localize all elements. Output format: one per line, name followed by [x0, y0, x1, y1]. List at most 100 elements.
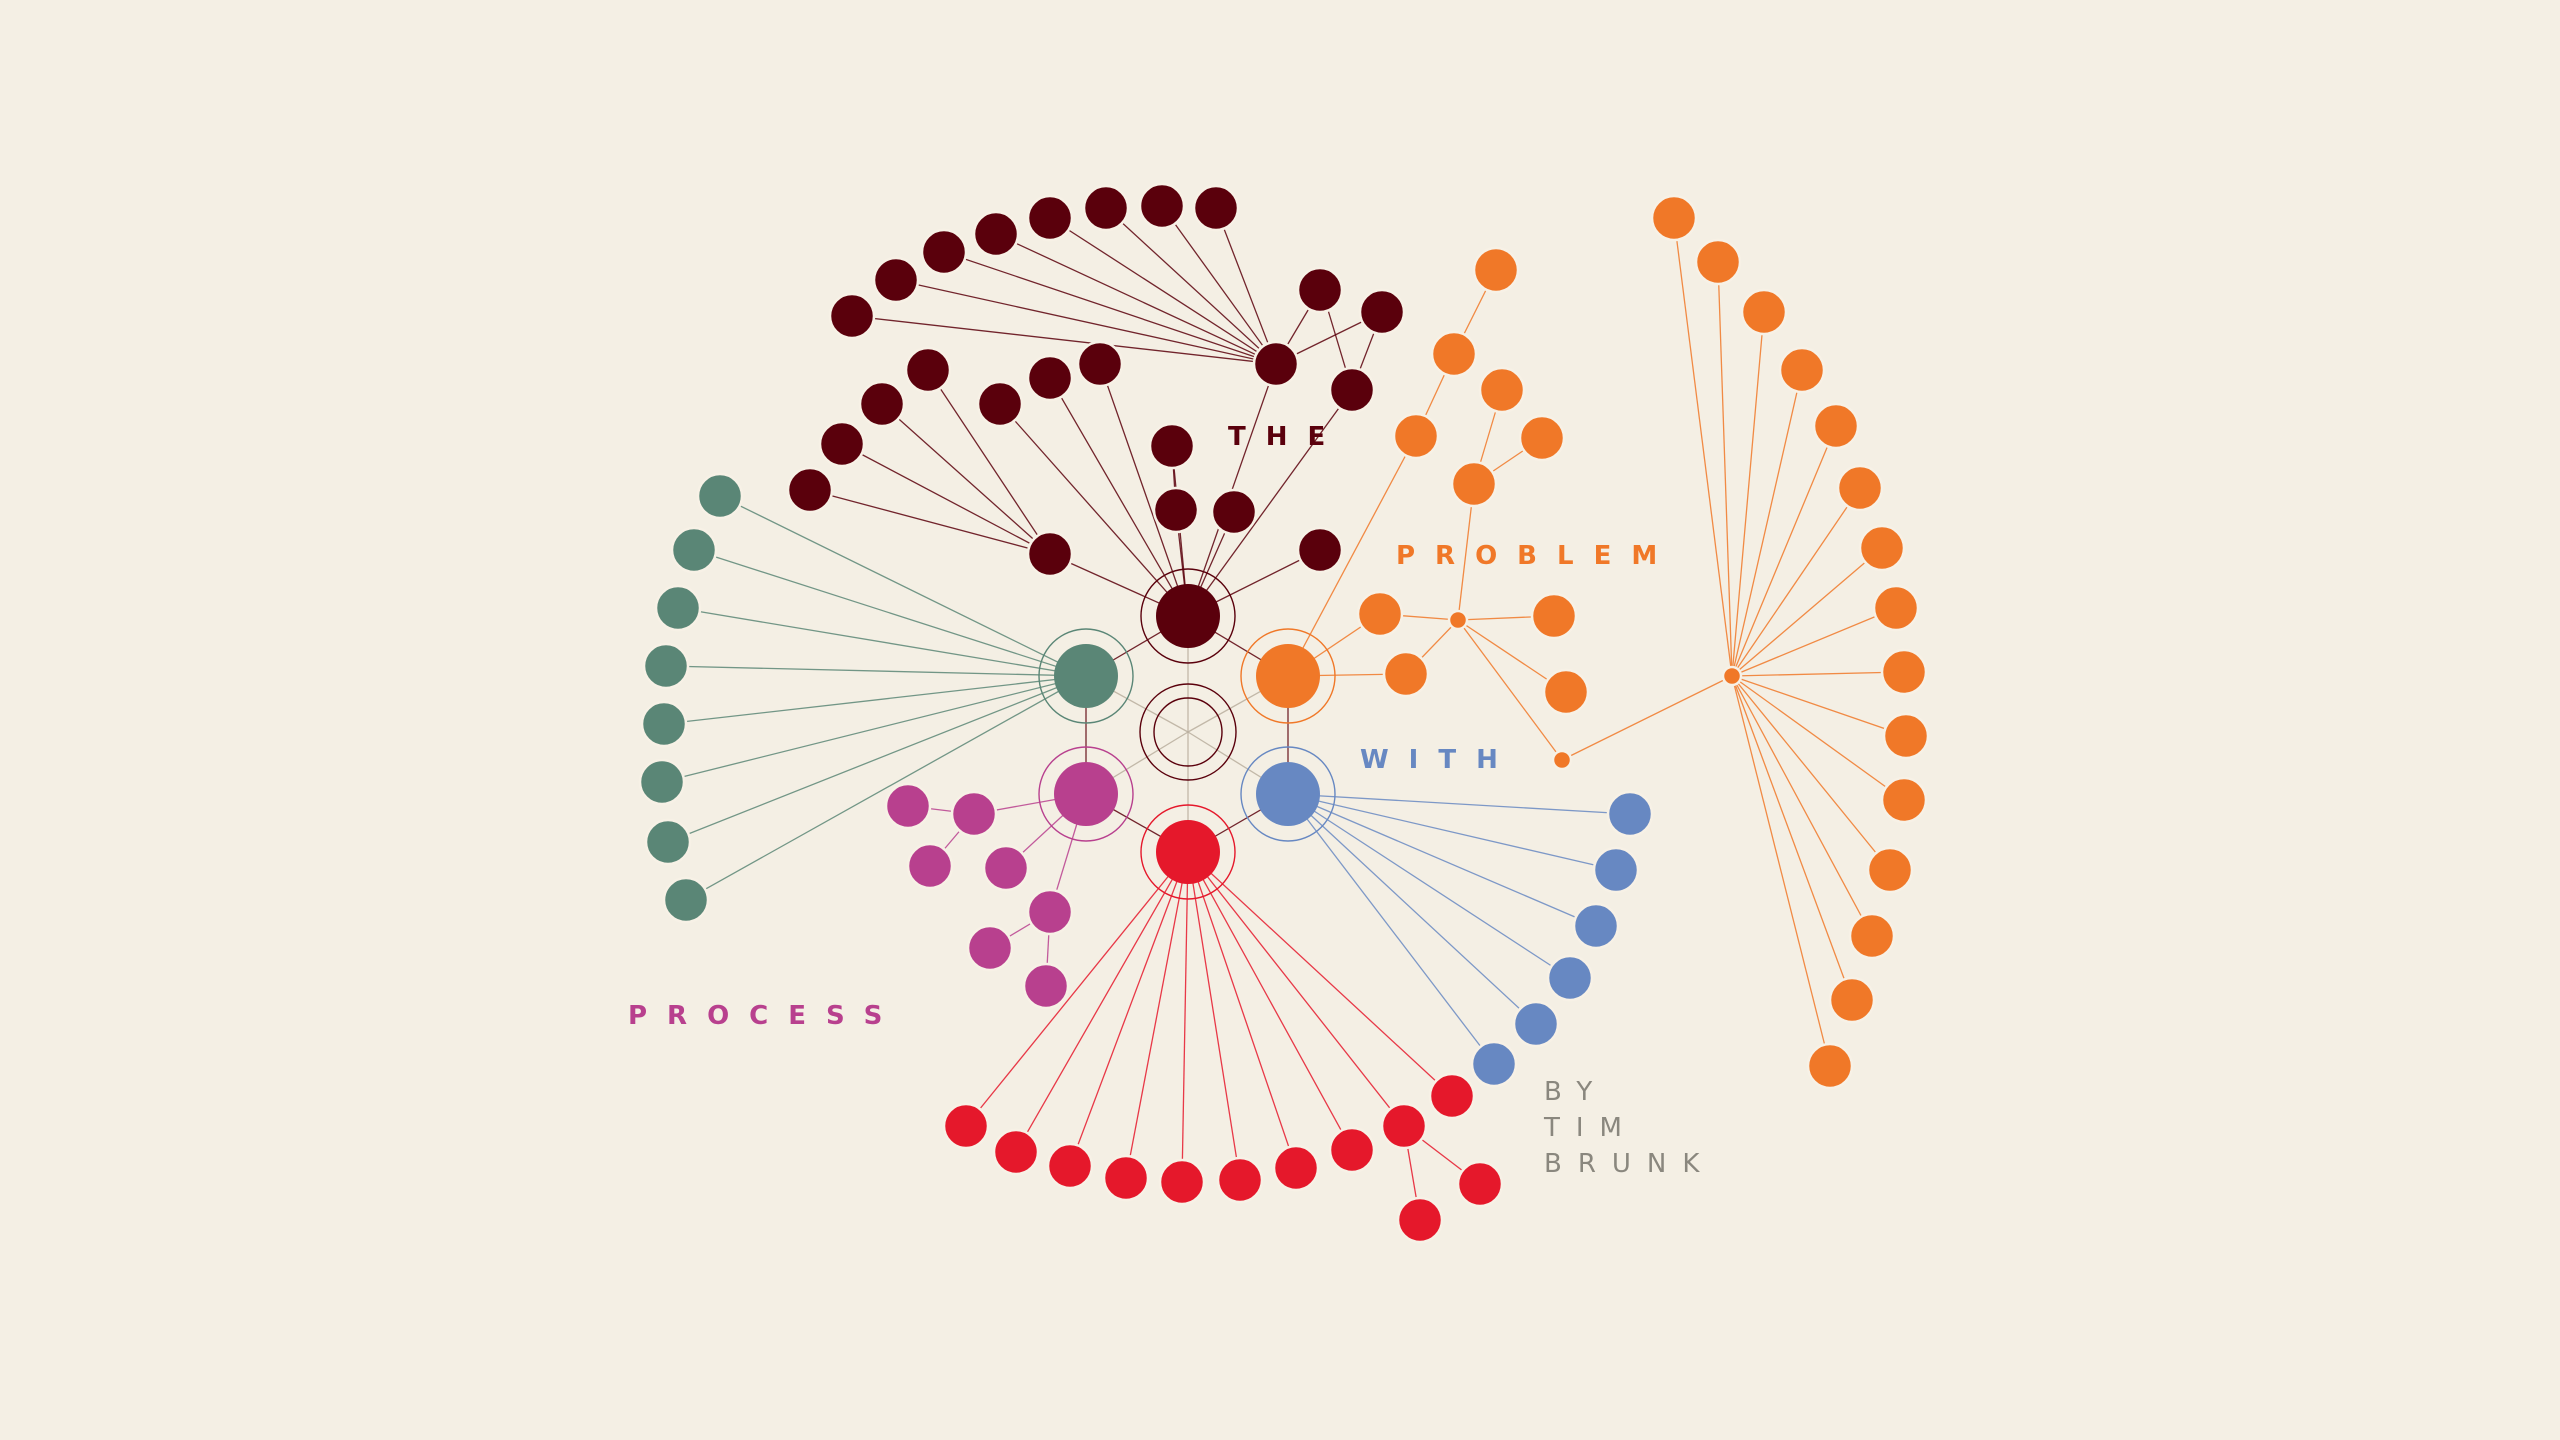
orange-node: [1812, 402, 1860, 450]
orange-node: [1650, 194, 1698, 242]
maroon-node: [1148, 422, 1196, 470]
byline-by: BY: [1544, 1077, 1608, 1107]
orange-junction: [1447, 609, 1469, 631]
maroon-node: [1152, 486, 1200, 534]
edge: [1457, 619, 1563, 761]
magenta-node: [982, 844, 1030, 892]
blue-node: [1546, 954, 1594, 1002]
maroon-node: [1296, 526, 1344, 574]
edge: [1049, 217, 1277, 365]
hub-maroon-ring: [1140, 568, 1236, 664]
edge: [685, 675, 1087, 901]
red-node: [992, 1128, 1040, 1176]
orange-node: [1518, 414, 1566, 462]
orange-node: [1478, 366, 1526, 414]
orange-node: [1530, 592, 1578, 640]
maroon-node: [1192, 184, 1240, 232]
edge: [1287, 793, 1495, 1065]
orange-node: [1866, 846, 1914, 894]
magenta-node: [950, 790, 998, 838]
maroon-node: [818, 420, 866, 468]
word-the: THE: [1228, 422, 1345, 452]
edge: [1287, 793, 1617, 871]
edge: [1187, 851, 1353, 1151]
magenta-node: [906, 842, 954, 890]
edge: [1287, 793, 1537, 1025]
orange-node: [1872, 584, 1920, 632]
edge: [1015, 851, 1189, 1153]
edge: [667, 675, 1087, 843]
edge: [1187, 851, 1453, 1097]
green-node: [640, 700, 688, 748]
edge: [663, 675, 1087, 725]
orange-node: [1880, 648, 1928, 696]
orange-node: [1828, 976, 1876, 1024]
edge: [1187, 851, 1405, 1127]
green-node: [642, 642, 690, 690]
orange-node: [1472, 246, 1520, 294]
orange-node: [1430, 330, 1478, 378]
hub-center-inner-ring: [1153, 697, 1223, 767]
hub-magenta-ring: [1038, 746, 1134, 842]
maroon-node: [828, 292, 876, 340]
maroon-node: [1328, 366, 1376, 414]
blue-node: [1512, 1000, 1560, 1048]
maroon-node: [1026, 354, 1074, 402]
hub-maroon: [1156, 584, 1220, 648]
red-node: [1428, 1072, 1476, 1120]
maroon-node: [1210, 488, 1258, 536]
green-node: [654, 584, 702, 632]
maroon-node: [1358, 288, 1406, 336]
hub-center-outer-ring: [1139, 683, 1237, 781]
red-node: [1216, 1156, 1264, 1204]
edge: [1049, 377, 1189, 617]
orange-node: [1450, 460, 1498, 508]
orange-node: [1392, 412, 1440, 460]
orange-node: [1848, 912, 1896, 960]
hub-magenta: [1054, 762, 1118, 826]
magenta-node: [966, 924, 1014, 972]
edge: [881, 403, 1051, 555]
blue-node: [1606, 790, 1654, 838]
edge: [1287, 435, 1417, 677]
edge: [1673, 217, 1733, 677]
orange-node: [1858, 524, 1906, 572]
magenta-node: [1022, 962, 1070, 1010]
edge: [1731, 675, 1891, 871]
edge: [1215, 207, 1277, 365]
edge: [841, 443, 1051, 555]
red-node: [1046, 1142, 1094, 1190]
word-problem: PROBLEM: [1396, 541, 1677, 571]
orange-node: [1356, 590, 1404, 638]
edge: [1287, 793, 1631, 815]
red-node: [1102, 1154, 1150, 1202]
red-node: [1380, 1102, 1428, 1150]
edge: [995, 233, 1277, 365]
red-node: [1272, 1144, 1320, 1192]
red-node: [1456, 1160, 1504, 1208]
green-node: [644, 818, 692, 866]
edge: [965, 851, 1189, 1127]
edge: [1731, 675, 1853, 1001]
edge: [1187, 851, 1297, 1169]
edge: [1125, 851, 1189, 1179]
orange-node: [1882, 712, 1930, 760]
hub-orange: [1256, 644, 1320, 708]
orange-junction: [1721, 665, 1743, 687]
edge: [943, 251, 1277, 365]
maroon-node: [872, 256, 920, 304]
orange-node: [1542, 668, 1590, 716]
red-node: [1328, 1126, 1376, 1174]
edge: [1731, 547, 1883, 677]
edge: [851, 315, 1277, 365]
maroon-node: [858, 380, 906, 428]
edge: [1181, 851, 1189, 1183]
magenta-node: [884, 782, 932, 830]
orange-node: [1880, 776, 1928, 824]
byline-last-name: BRUNK: [1544, 1149, 1715, 1179]
maroon-node: [1026, 530, 1074, 578]
green-node: [670, 526, 718, 574]
orange-node: [1806, 1042, 1854, 1090]
orange-junction: [1551, 749, 1573, 771]
